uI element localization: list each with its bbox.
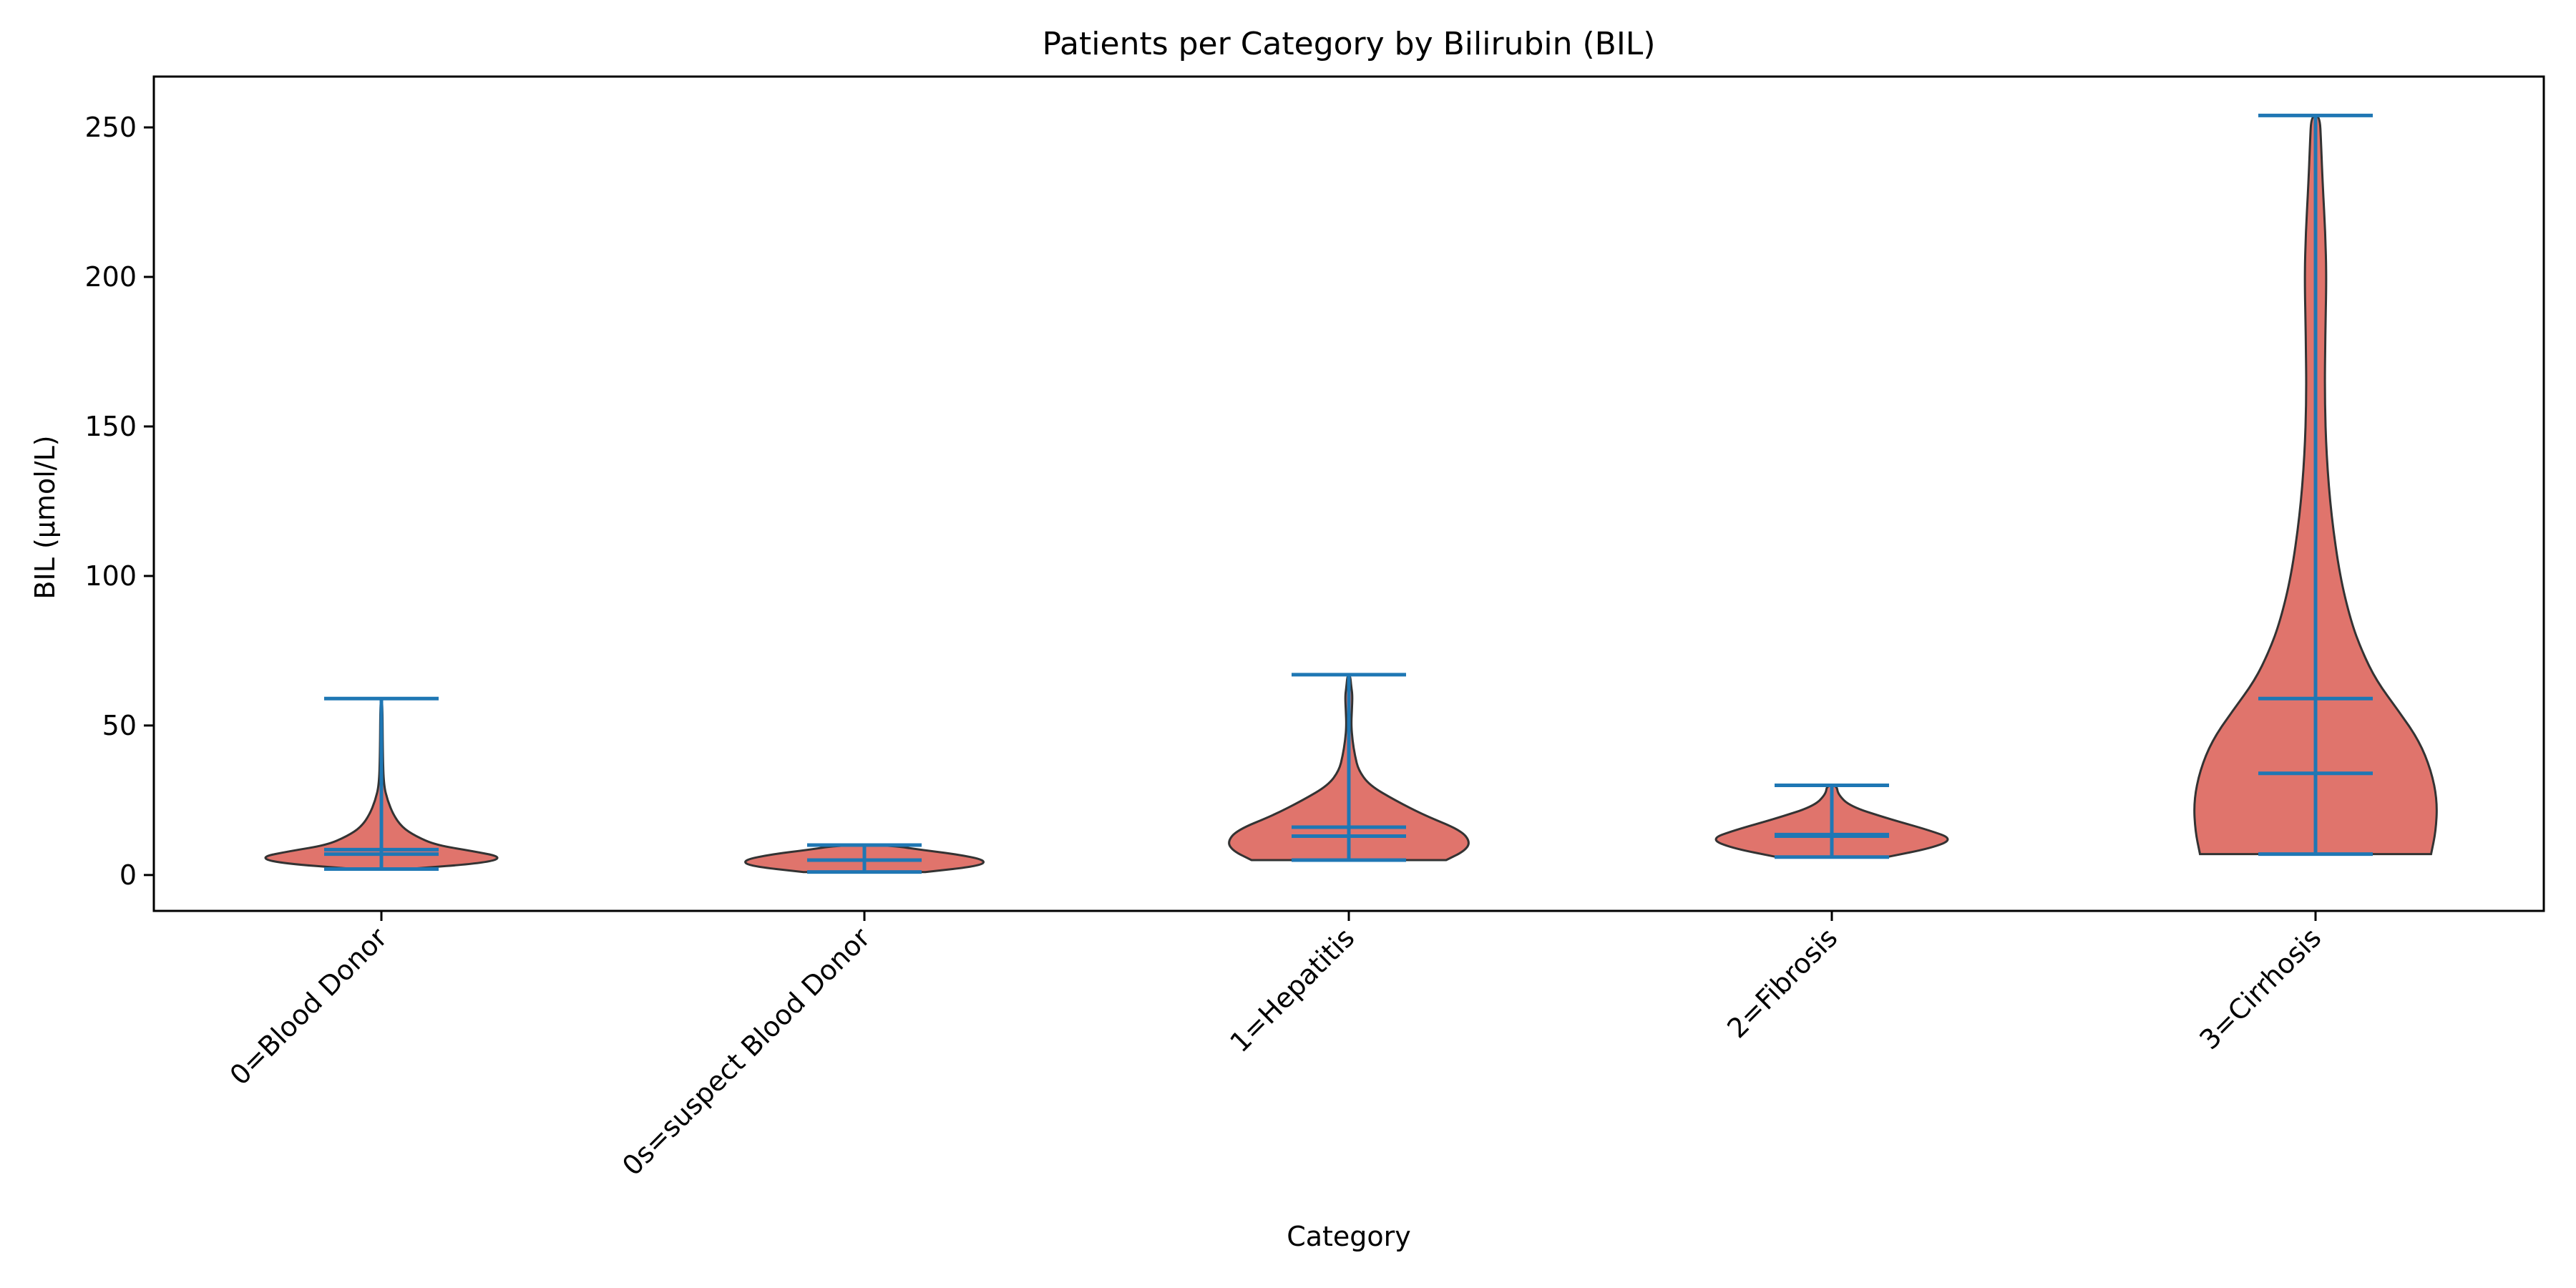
y-tick-label: 150 [84, 411, 137, 442]
x-tick-label: 3=Cirrhosis [2193, 922, 2327, 1055]
plot-area: 0 50 100 150 200 250 0=Blood Donor 0s=suspect B… [84, 112, 2438, 1181]
y-tick-label: 0 [119, 859, 137, 891]
x-tick-label: 2=Fibrosis [1721, 922, 1843, 1044]
x-tick-label: 0s=suspect Blood Donor [616, 922, 876, 1181]
plot-frame [152, 75, 2545, 912]
x-tick-label: 0=Blood Donor [224, 922, 394, 1091]
x-tick-label: 1=Hepatitis [1224, 922, 1360, 1058]
y-tick-label: 200 [84, 261, 137, 293]
y-tick-label: 50 [102, 710, 137, 741]
y-axis-label: BIL (µmol/L) [29, 435, 61, 599]
y-tick-label: 250 [84, 112, 137, 143]
x-axis-label: Category [1287, 1221, 1411, 1252]
chart-title: Patients per Category by Bilirubin (BIL) [1043, 26, 1656, 62]
y-tick-label: 100 [84, 560, 137, 592]
